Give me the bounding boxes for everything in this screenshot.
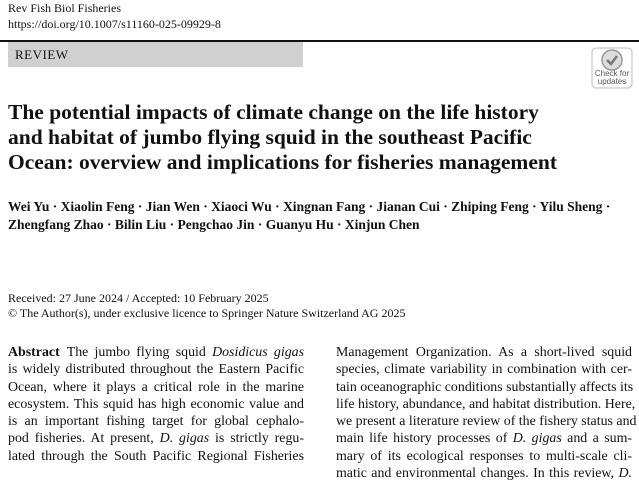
abstract-left: Abstract The jumbo flying squid Dosidicus…: [8, 344, 304, 465]
article-type: REVIEW: [8, 42, 303, 67]
abstract-text: is strictly regu-: [209, 431, 304, 447]
abstract-line: main life history processes of D. gigas …: [336, 430, 632, 447]
abstract-line: pod fisheries. At present, D. gigas is s…: [8, 430, 304, 447]
abstract-text: The jumbo flying squid: [66, 345, 213, 360]
abstract-text: Ocean, where it plays a critical role in…: [8, 379, 304, 395]
abstract-line: ecosystem. This squid has high economic …: [8, 396, 304, 413]
copyright: © The Author(s), under exclusive licence…: [8, 306, 406, 320]
abstract-text: is widely distributed throughout the Eas…: [8, 362, 304, 378]
badge-line: Check for: [594, 69, 630, 78]
check-updates-icon[interactable]: [591, 47, 633, 89]
abstract-line: mary of its ecological responses to mult…: [336, 448, 632, 465]
abstract-text: and a sum-: [561, 431, 633, 447]
abstract-text: lated through the South Pacific Regional…: [8, 448, 304, 464]
check-updates-label[interactable]: Check for updates: [588, 70, 636, 86]
title-line: The potential impacts of climate change …: [8, 100, 539, 124]
abstract-text: we present a literature review of the fi…: [336, 414, 637, 430]
species-name: D. gigas: [512, 431, 562, 447]
title-line: Ocean: overview and implications for fis…: [8, 150, 557, 174]
abstract-line: species, climate variability in combinat…: [336, 361, 632, 378]
abstract-text: tain oceanographic conditions substantia…: [336, 379, 634, 395]
journal-name: Rev Fish Biol Fisheries: [8, 1, 122, 15]
dates: Received: 27 June 2024 / Accepted: 10 Fe…: [8, 291, 269, 305]
doi[interactable]: https://doi.org/10.1007/s11160-025-09929…: [8, 17, 221, 31]
species-name: D.: [618, 466, 632, 482]
abstract-line: life history, abundance, and habitat dis…: [336, 396, 636, 413]
abstract-text: ecosystem. This squid has high economic …: [8, 396, 304, 412]
abstract-line: Abstract The jumbo flying squid Dosidicus…: [8, 344, 304, 361]
author-line: Wei Yu · Xiaolin Feng · Jian Wen · Xiaoc…: [8, 199, 611, 214]
abstract-line: matic and environmental changes. In this…: [336, 465, 632, 482]
abstract-line: lated through the South Pacific Regional…: [8, 448, 304, 465]
abstract-right: Management Organization. As a short-live…: [336, 344, 636, 482]
author-line: Zhengfang Zhao · Bilin Liu · Pengchao Ji…: [8, 216, 420, 232]
abstract-text: main life history processes of: [336, 431, 513, 447]
abstract-line: Management Organization. As a short-live…: [336, 344, 632, 361]
species-name: D. gigas: [159, 431, 210, 447]
abstract-text: species, climate variability in combinat…: [336, 362, 632, 378]
abstract-text: matic and environmental changes. In this…: [336, 466, 619, 482]
rule: [0, 40, 639, 42]
abstract-text: is an important fishing target for globa…: [8, 414, 304, 430]
abstract-heading: Abstract: [8, 345, 60, 360]
abstract-line: we present a literature review of the fi…: [336, 413, 636, 430]
abstract-text: mary of its ecological responses to mult…: [336, 448, 632, 464]
authors: Wei Yu · Xiaolin Feng · Jian Wen · Xiaoc…: [8, 198, 610, 233]
abstract-line: tain oceanographic conditions substantia…: [336, 379, 634, 396]
badge-line: updates: [597, 77, 627, 86]
title: The potential impacts of climate change …: [8, 100, 557, 175]
abstract-text: life history, abundance, and habitat dis…: [336, 396, 636, 412]
abstract-line: is widely distributed throughout the Eas…: [8, 361, 304, 378]
abstract-line: Ocean, where it plays a critical role in…: [8, 379, 304, 396]
abstract-text: pod fisheries. At present,: [8, 431, 160, 447]
abstract-line: is an important fishing target for globa…: [8, 413, 304, 430]
abstract-text: Management Organization. As a short-live…: [336, 345, 632, 360]
species-name: Dosidicus gigas: [212, 345, 304, 360]
title-line: and habitat of jumbo flying squid in the…: [8, 125, 532, 149]
